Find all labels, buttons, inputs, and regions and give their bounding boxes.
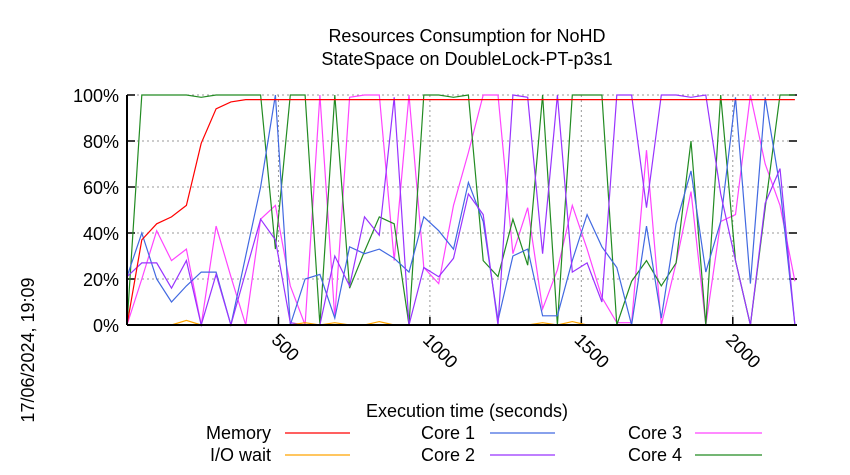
chart-title-line-2: StateSpace on DoubleLock-PT-p3s1	[321, 49, 612, 69]
legend-label-core-1: Core 1	[421, 423, 475, 443]
series-line-core-2	[126, 94, 796, 328]
series-lines	[126, 94, 796, 328]
y-axis: 0% 20% 40% 60% 80% 100%	[73, 86, 797, 336]
y-tick-label: 40%	[83, 224, 119, 244]
legend-label-core-4: Core 4	[628, 445, 682, 465]
x-axis-label: Execution time (seconds)	[366, 401, 568, 421]
y-tick-label: 20%	[83, 270, 119, 290]
timestamp: 17/06/2024, 19:09	[18, 277, 38, 422]
y-tick-label: 100%	[73, 86, 119, 106]
legend-label-memory: Memory	[206, 423, 271, 443]
x-tick-label: 1500	[571, 330, 613, 372]
x-tick-label: 2000	[722, 330, 764, 372]
series-line-core-4	[126, 94, 795, 326]
x-tick-label: 500	[268, 330, 303, 365]
grid	[127, 94, 797, 325]
legend-label-core-2: Core 2	[421, 445, 475, 465]
series-line-memory	[126, 98, 795, 326]
y-tick-label: 0%	[93, 316, 119, 336]
legend-label-i-o-wait: I/O wait	[210, 445, 271, 465]
legend-label-core-3: Core 3	[628, 423, 682, 443]
series-line-core-3	[126, 94, 796, 326]
y-tick-label: 80%	[83, 132, 119, 152]
y-tick-label: 60%	[83, 178, 119, 198]
chart-title-line-1: Resources Consumption for NoHD	[328, 26, 605, 46]
x-tick-label: 1000	[419, 330, 461, 372]
series-line-core-1	[126, 94, 796, 326]
